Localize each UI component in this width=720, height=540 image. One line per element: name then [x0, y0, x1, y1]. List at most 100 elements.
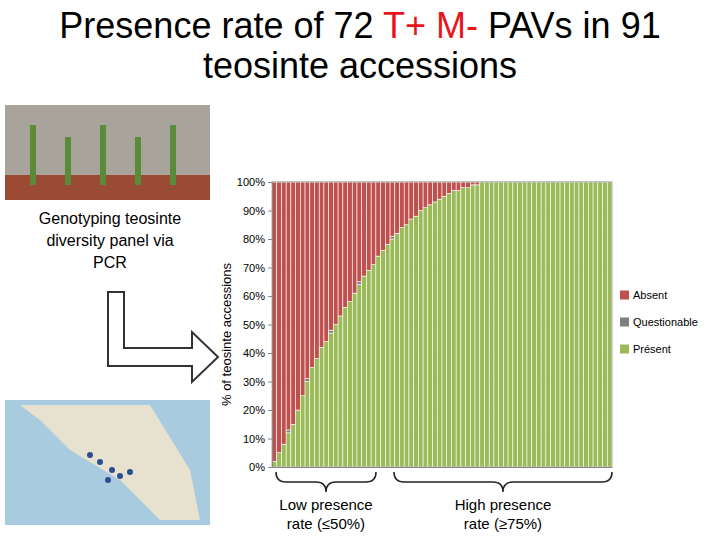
bar	[593, 182, 598, 467]
bar	[428, 182, 433, 205]
y-tick-mark	[268, 182, 272, 183]
photo-wall	[5, 105, 210, 200]
bar	[598, 182, 603, 467]
map-dot	[117, 473, 123, 479]
plot-frame	[272, 182, 612, 467]
photo-plant	[65, 137, 71, 185]
y-tick-label: 30%	[243, 376, 265, 388]
y-tick: 90%	[243, 205, 272, 217]
bar	[400, 228, 405, 467]
bar	[480, 182, 485, 467]
bar	[546, 182, 551, 467]
bar	[315, 182, 320, 359]
bar	[522, 182, 527, 467]
bar	[560, 182, 565, 467]
bar	[433, 182, 438, 202]
bar	[532, 182, 537, 467]
y-tick: 80%	[243, 233, 272, 245]
bar	[555, 182, 560, 467]
bar	[423, 182, 428, 208]
bar	[565, 182, 570, 467]
bar	[310, 367, 315, 467]
photo-placeholder	[5, 105, 210, 200]
legend-label: Absent	[633, 289, 667, 301]
bar	[433, 202, 438, 467]
map-land	[20, 405, 200, 520]
bar	[277, 453, 282, 467]
y-tick-mark	[268, 325, 272, 326]
bar	[390, 236, 395, 239]
bar	[385, 182, 390, 245]
bar	[466, 182, 471, 188]
bar	[286, 182, 291, 430]
low-annotation: Low presencerate (≤50%)	[279, 496, 372, 532]
bar	[409, 182, 414, 219]
y-tick-mark	[268, 268, 272, 269]
y-tick-label: 40%	[243, 347, 265, 359]
y-tick-mark	[268, 467, 272, 468]
bar	[395, 182, 400, 233]
bar	[541, 182, 546, 467]
y-tick-label: 50%	[243, 319, 265, 331]
bar	[381, 182, 386, 250]
photo-plant	[135, 137, 141, 185]
bar	[574, 182, 579, 467]
bar	[362, 276, 367, 467]
chart-container: Presence rate of 72 T+ M- PAVs in 91teos…	[0, 0, 720, 540]
bar	[291, 182, 296, 424]
bar	[324, 182, 329, 342]
bar	[400, 182, 405, 228]
grid	[272, 182, 612, 467]
bar	[461, 182, 466, 188]
y-tick: 10%	[243, 433, 272, 445]
y-tick-label: 10%	[243, 433, 265, 445]
x-axis	[273, 467, 613, 469]
y-tick-mark	[268, 353, 272, 354]
y-tick: 50%	[243, 319, 272, 331]
y-tick: 40%	[243, 347, 272, 359]
bar	[395, 233, 400, 467]
y-tick-mark	[268, 439, 272, 440]
bar	[456, 182, 461, 191]
bar	[404, 225, 409, 467]
bar	[315, 359, 320, 467]
map-dot	[97, 459, 103, 465]
bar	[343, 182, 348, 307]
bar	[376, 182, 381, 256]
bar	[551, 182, 556, 467]
bar	[310, 182, 315, 367]
bar	[357, 182, 362, 282]
bar	[305, 182, 310, 379]
bar	[319, 347, 324, 467]
bar	[286, 430, 291, 433]
y-tick: 60%	[243, 290, 272, 302]
bar	[466, 188, 471, 467]
high-annotation: High presencerate (≥75%)	[455, 496, 552, 532]
bar	[286, 433, 291, 467]
bar	[296, 182, 301, 410]
bar	[418, 211, 423, 468]
y-tick-label: 70%	[243, 262, 265, 274]
y-tick-label: 60%	[243, 290, 265, 302]
bar	[300, 182, 305, 396]
bar	[333, 325, 338, 468]
bar	[366, 182, 371, 270]
map-sea	[5, 400, 210, 525]
bar	[442, 196, 447, 467]
y-tick-mark	[268, 410, 272, 411]
bar	[579, 182, 584, 467]
bar	[404, 182, 409, 225]
bar	[470, 185, 475, 467]
bar	[442, 182, 447, 196]
y-tick-mark	[268, 296, 272, 297]
y-tick: 30%	[243, 376, 272, 388]
bar	[603, 182, 608, 467]
legend: AbsentQuestionablePrésent	[620, 289, 698, 355]
bar	[499, 182, 504, 467]
bar	[371, 182, 376, 265]
panel-annotation: Genotyping teosintediversity panel viaPC…	[39, 210, 181, 271]
legend-swatch	[620, 291, 629, 300]
bar	[428, 205, 433, 467]
bar	[607, 182, 612, 467]
x-axis-line	[273, 467, 613, 468]
